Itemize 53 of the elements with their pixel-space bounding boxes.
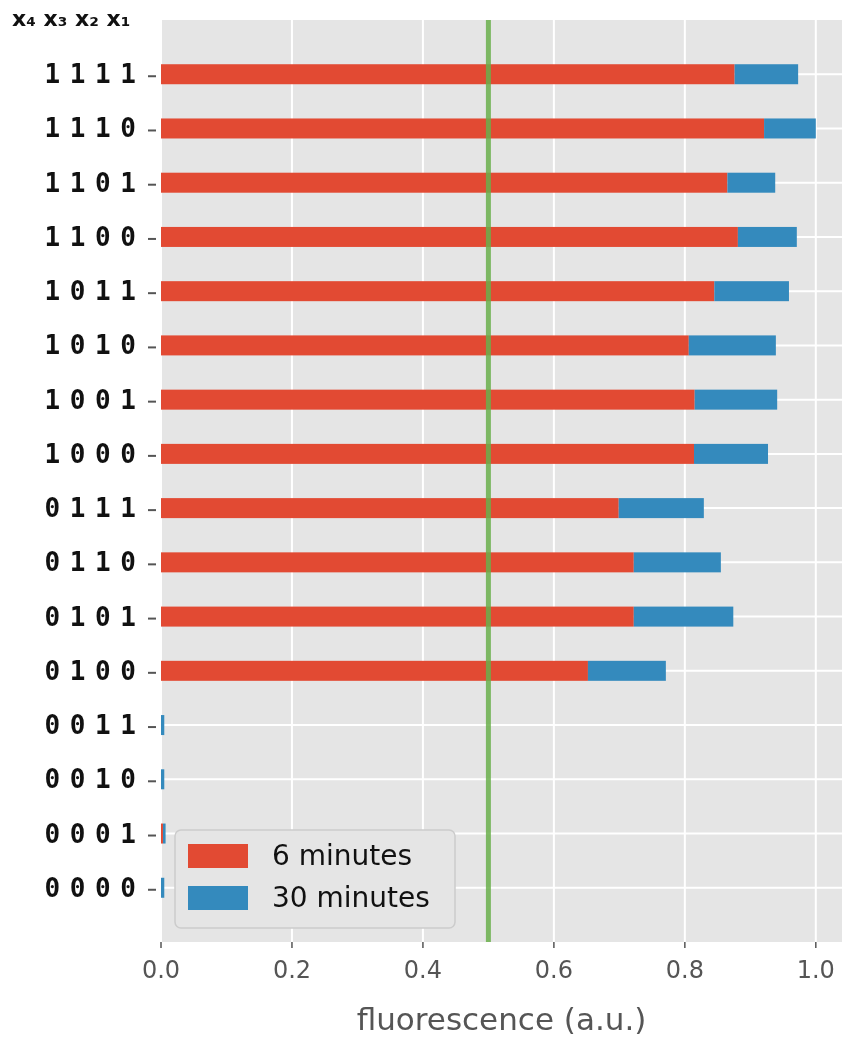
bar (161, 660, 588, 681)
y-tick-label: 0 1 0 0 (44, 655, 136, 686)
bar (618, 498, 704, 519)
bar (633, 606, 734, 627)
bar (737, 226, 797, 247)
y-tick-label: 0 0 0 1 (44, 818, 136, 849)
legend-label: 30 minutes (272, 881, 430, 914)
bar (694, 389, 778, 410)
bar (764, 118, 816, 139)
bar (161, 715, 165, 736)
bar (161, 443, 695, 464)
x-tick-label: 0.2 (272, 956, 312, 984)
y-tick-label: 1 1 1 1 (44, 59, 136, 90)
bar (587, 660, 666, 681)
bar (694, 443, 769, 464)
bar (161, 335, 689, 356)
legend-label: 6 minutes (272, 839, 413, 872)
text: x₄ x₃ x₂ x₁ (12, 6, 131, 31)
bar (161, 226, 738, 247)
bar (688, 335, 776, 356)
bar (161, 552, 634, 573)
y-tick-label: 1 0 1 1 (44, 276, 136, 307)
y-tick-label: 1 1 0 0 (44, 221, 136, 252)
bar (161, 877, 165, 898)
y-tick-label: 0 1 0 1 (44, 601, 136, 632)
bar (161, 606, 634, 627)
bar (161, 769, 165, 790)
bar (161, 118, 765, 139)
x-tick-label: 1.0 (796, 956, 835, 984)
x-tick-label: 0.8 (665, 956, 704, 984)
bar (161, 281, 715, 302)
bar (161, 172, 728, 193)
bar (714, 281, 789, 302)
y-tick-label: 0 1 1 1 (44, 493, 136, 524)
y-tick-label: 1 1 1 0 (44, 113, 136, 144)
y-tick-label: 0 0 0 0 (44, 872, 136, 903)
x-tick-label: 0.0 (141, 956, 181, 984)
y-tick-label: 1 0 0 1 (44, 384, 136, 415)
bar (161, 64, 735, 85)
bar (734, 64, 799, 85)
x-tick-label: 0.6 (534, 956, 573, 984)
y-tick-label: 1 0 0 0 (44, 438, 136, 469)
bar (727, 172, 776, 193)
bar (633, 552, 721, 573)
x-tick-label: 0.4 (403, 956, 443, 984)
x-axis-title: fluorescence (a.u.) (356, 1001, 647, 1037)
y-tick-label: 1 0 1 0 (44, 330, 136, 361)
y-tick-label: 0 1 1 0 (44, 547, 136, 578)
y-tick-label: 0 0 1 0 (44, 764, 136, 795)
bar (161, 389, 695, 410)
y-tick-label: 1 1 0 1 (44, 167, 136, 198)
bar (161, 498, 619, 519)
y-tick-label: 0 0 1 1 (44, 710, 136, 741)
